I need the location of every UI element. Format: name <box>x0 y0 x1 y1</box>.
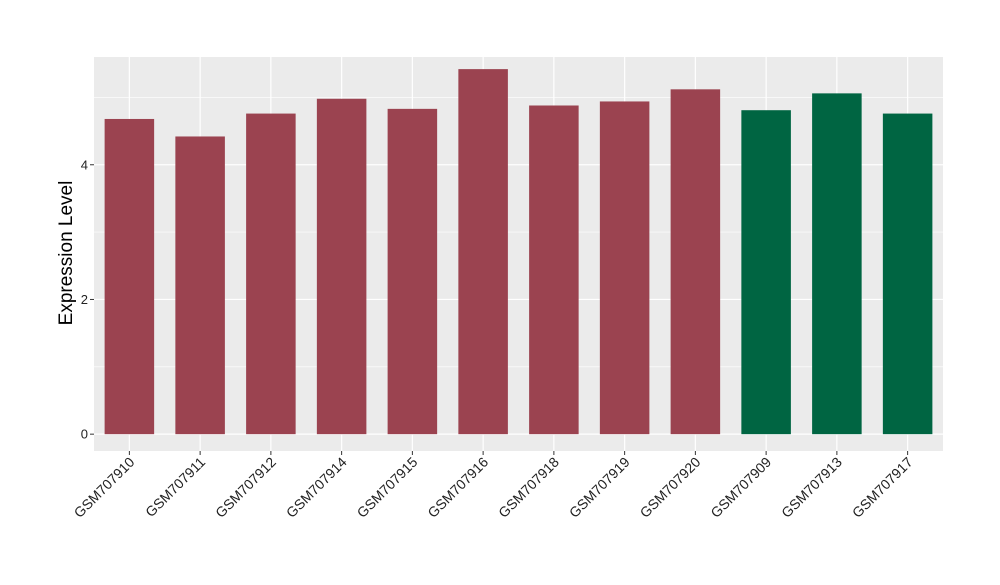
bar-GSM707920 <box>670 89 721 435</box>
bars <box>104 69 933 435</box>
bar-GSM707914 <box>316 98 367 435</box>
x-tick-label: GSM707916 <box>424 454 491 521</box>
x-tick-label: GSM707918 <box>495 454 562 521</box>
x-tick-label: GSM707915 <box>354 454 421 521</box>
x-tick-label: GSM707911 <box>142 454 208 520</box>
y-tick-label: 0 <box>81 427 88 442</box>
bar-GSM707910 <box>104 118 155 435</box>
bar-GSM707913 <box>812 93 862 435</box>
x-tick-label: GSM707917 <box>849 454 916 521</box>
bar-GSM707918 <box>529 105 579 435</box>
y-axis-label: Expression Level <box>56 181 77 326</box>
x-tick-label: GSM707919 <box>566 454 633 521</box>
x-tick-label: GSM707912 <box>212 454 279 521</box>
plot-panel <box>94 57 943 451</box>
y-axis: 0 2 4 <box>81 157 94 442</box>
bar-GSM707919 <box>599 101 650 435</box>
x-tick-label: GSM707913 <box>778 454 845 521</box>
bar-GSM707915 <box>387 108 438 435</box>
y-tick-label: 2 <box>81 292 88 307</box>
x-tick-label: GSM707920 <box>637 454 704 521</box>
bar-GSM707909 <box>741 110 791 435</box>
bar-GSM707917 <box>882 113 933 435</box>
x-tick-label: GSM707914 <box>283 454 350 521</box>
x-tick-label: GSM707909 <box>707 454 774 521</box>
bar-GSM707912 <box>246 113 296 435</box>
y-tick-label: 4 <box>81 157 88 172</box>
bar-GSM707911 <box>175 136 225 435</box>
x-axis: GSM707910 GSM707911 GSM707912 GSM707914 GSM7… <box>71 451 916 521</box>
bar-GSM707916 <box>458 69 508 435</box>
x-tick-label: GSM707910 <box>71 454 138 521</box>
